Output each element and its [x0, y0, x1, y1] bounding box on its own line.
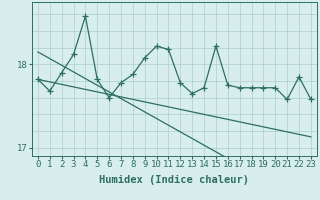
X-axis label: Humidex (Indice chaleur): Humidex (Indice chaleur) — [100, 175, 249, 185]
